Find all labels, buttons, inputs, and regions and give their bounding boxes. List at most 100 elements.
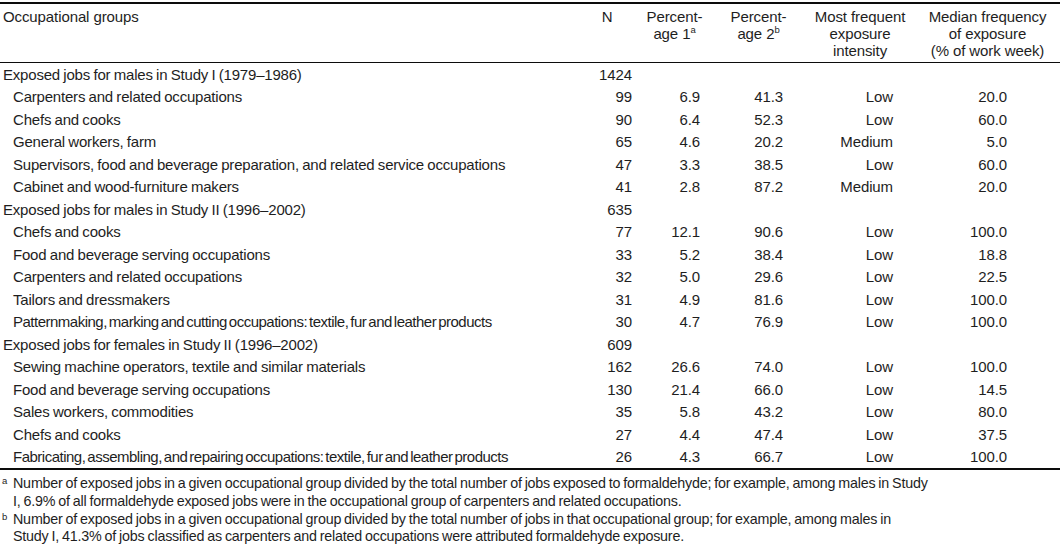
cell-pct2: 66.0	[712, 378, 805, 401]
section-row-males-study2: Exposed jobs for males in Study II (1996…	[0, 198, 1060, 221]
cell-intensity: Low	[805, 423, 915, 446]
col-header-percentage-1: Percent-age 1a	[637, 3, 712, 63]
cell-occupation: Chefs and cooks	[0, 423, 577, 446]
col-header-n: N	[577, 3, 637, 63]
col-header-label: age 2	[737, 25, 774, 42]
col-header-exposure-intensity: Most frequentexposureintensity	[805, 3, 915, 63]
cell-pct2: 20.2	[712, 131, 805, 154]
cell-n: 47	[577, 153, 637, 176]
cell-section-label: Exposed jobs for males in Study II (1996…	[0, 198, 577, 221]
cell-pct2: 66.7	[712, 446, 805, 470]
cell-occupation: Chefs and cooks	[0, 108, 577, 131]
section-row-females-study2: Exposed jobs for females in Study II (19…	[0, 333, 1060, 356]
cell-pct1: 4.9	[637, 288, 712, 311]
cell-n: 33	[577, 243, 637, 266]
cell-median: 100.0	[915, 311, 1060, 334]
col-header-percentage-2: Percent-age 2b	[712, 3, 805, 63]
footnote-marker-b: b	[774, 24, 779, 35]
cell-median: 100.0	[915, 446, 1060, 470]
table-row: Sales workers, commodities 35 5.8 43.2 L…	[0, 401, 1060, 424]
cell-occupation: Chefs and cooks	[0, 221, 577, 244]
cell-pct2: 38.5	[712, 153, 805, 176]
cell-median: 20.0	[915, 176, 1060, 199]
col-header-label: Percent-	[731, 8, 787, 25]
col-header-label: (% of work week)	[931, 42, 1044, 59]
col-header-label: Median frequency	[929, 8, 1047, 25]
cell-pct2: 41.3	[712, 86, 805, 109]
col-header-median-frequency: Median frequencyof exposure(% of work we…	[915, 3, 1060, 63]
cell-pct2	[712, 333, 805, 356]
cell-occupation: Patternmaking, marking and cutting occup…	[0, 311, 577, 334]
cell-intensity: Low	[805, 243, 915, 266]
cell-occupation: General workers, farm	[0, 131, 577, 154]
cell-occupation: Sewing machine operators, textile and si…	[0, 356, 577, 379]
col-header-label: Occupational groups	[3, 8, 139, 25]
footnote-b: b Number of exposed jobs in a given occu…	[0, 511, 1060, 547]
cell-intensity: Low	[805, 446, 915, 470]
cell-intensity: Low	[805, 288, 915, 311]
cell-intensity	[805, 63, 915, 86]
cell-median: 80.0	[915, 401, 1060, 424]
cell-pct2	[712, 63, 805, 86]
cell-pct1: 3.3	[637, 153, 712, 176]
col-header-label: age 1	[653, 25, 690, 42]
cell-n: 635	[577, 198, 637, 221]
cell-n: 27	[577, 423, 637, 446]
col-header-label: intensity	[833, 42, 887, 59]
table-row: Food and beverage serving occupations 13…	[0, 378, 1060, 401]
cell-intensity: Low	[805, 266, 915, 289]
cell-median: 100.0	[915, 356, 1060, 379]
cell-occupation: Carpenters and related occupations	[0, 86, 577, 109]
cell-n: 77	[577, 221, 637, 244]
cell-section-label: Exposed jobs for males in Study I (1979–…	[0, 63, 577, 86]
cell-intensity: Low	[805, 108, 915, 131]
cell-n: 130	[577, 378, 637, 401]
table-row: Carpenters and related occupations 99 6.…	[0, 86, 1060, 109]
cell-intensity: Medium	[805, 131, 915, 154]
cell-pct2: 81.6	[712, 288, 805, 311]
cell-intensity: Low	[805, 221, 915, 244]
col-header-occupational-groups: Occupational groups	[0, 3, 577, 63]
table-row: Patternmaking, marking and cutting occup…	[0, 311, 1060, 334]
table-body: Exposed jobs for males in Study I (1979–…	[0, 63, 1060, 470]
cell-pct1: 5.0	[637, 266, 712, 289]
col-header-label: exposure	[830, 25, 891, 42]
cell-occupation: Tailors and dressmakers	[0, 288, 577, 311]
cell-intensity: Low	[805, 378, 915, 401]
footnote-a: a Number of exposed jobs in a given occu…	[0, 475, 1060, 511]
cell-n: 99	[577, 86, 637, 109]
section-row-males-study1: Exposed jobs for males in Study I (1979–…	[0, 63, 1060, 86]
cell-pct2: 43.2	[712, 401, 805, 424]
paper-table-page: Occupational groups N Percent-age 1a Per…	[0, 0, 1060, 554]
table-row: Chefs and cooks 90 6.4 52.3 Low 60.0	[0, 108, 1060, 131]
cell-median: 100.0	[915, 221, 1060, 244]
cell-intensity	[805, 198, 915, 221]
footnote-a-line-2: I, 6.9% of all formaldehyde exposed jobs…	[13, 493, 682, 509]
table-row: Sewing machine operators, textile and si…	[0, 356, 1060, 379]
cell-occupation: Fabricating, assembling, and repairing o…	[0, 446, 577, 470]
table-row: Cabinet and wood-furniture makers 41 2.8…	[0, 176, 1060, 199]
footnote-marker-a: a	[690, 24, 695, 35]
cell-pct1: 21.4	[637, 378, 712, 401]
cell-pct1	[637, 63, 712, 86]
cell-section-label: Exposed jobs for females in Study II (19…	[0, 333, 577, 356]
cell-intensity	[805, 333, 915, 356]
table-header: Occupational groups N Percent-age 1a Per…	[0, 3, 1060, 63]
cell-n: 32	[577, 266, 637, 289]
footnote-b-marker: b	[2, 511, 7, 523]
table-row: Chefs and cooks 27 4.4 47.4 Low 37.5	[0, 423, 1060, 446]
cell-intensity: Low	[805, 311, 915, 334]
cell-n: 26	[577, 446, 637, 470]
col-header-label: of exposure	[949, 25, 1026, 42]
cell-pct1: 6.4	[637, 108, 712, 131]
footnote-a-marker: a	[2, 475, 7, 487]
table-row: Chefs and cooks 77 12.1 90.6 Low 100.0	[0, 221, 1060, 244]
cell-intensity: Low	[805, 401, 915, 424]
cell-pct1: 5.8	[637, 401, 712, 424]
table-row: Fabricating, assembling, and repairing o…	[0, 446, 1060, 470]
cell-occupation: Supervisors, food and beverage preparati…	[0, 153, 577, 176]
cell-intensity: Low	[805, 356, 915, 379]
cell-n: 1424	[577, 63, 637, 86]
cell-median: 20.0	[915, 86, 1060, 109]
col-header-label: Most frequent	[815, 8, 905, 25]
